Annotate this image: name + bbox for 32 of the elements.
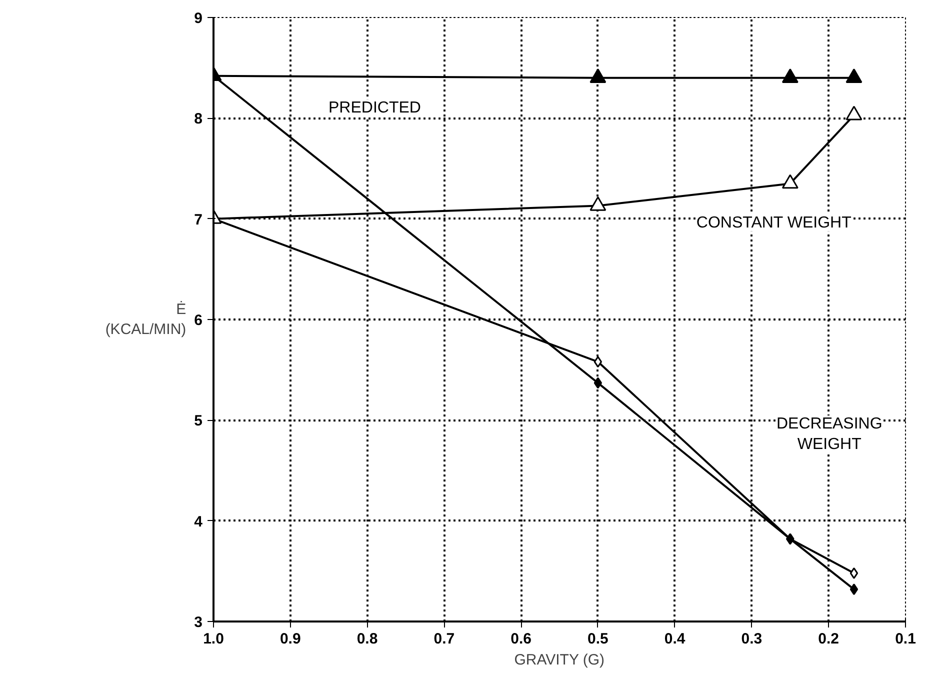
y-tick-label: 5 bbox=[194, 412, 202, 430]
x-tick-label: 0.7 bbox=[434, 630, 455, 648]
point bbox=[782, 174, 798, 189]
y-tick-label: 8 bbox=[194, 110, 202, 128]
y-axis-title: Ė (KCAL/MIN) bbox=[105, 300, 186, 338]
y-tick-label: 9 bbox=[194, 10, 202, 27]
x-tick-label: 0.4 bbox=[664, 630, 686, 648]
y-tick-label: 3 bbox=[194, 614, 202, 631]
x-axis-title: GRAVITY (G) bbox=[514, 652, 605, 668]
point bbox=[590, 68, 606, 83]
x-tick-label: 0.1 bbox=[895, 630, 916, 648]
y-tick-label: 7 bbox=[194, 211, 202, 228]
annotation: PREDICTED bbox=[328, 100, 421, 117]
point bbox=[846, 68, 862, 83]
x-tick-label: 0.9 bbox=[280, 630, 301, 648]
y-tick-label: 6 bbox=[194, 312, 202, 329]
x-tick-label: 1.0 bbox=[203, 630, 224, 648]
point bbox=[850, 584, 858, 596]
point bbox=[850, 567, 858, 579]
point bbox=[782, 68, 798, 83]
x-tick-label: 0.3 bbox=[741, 630, 762, 648]
x-tick-label: 0.8 bbox=[356, 630, 378, 648]
x-tick-label: 0.2 bbox=[818, 630, 840, 648]
point bbox=[846, 106, 862, 120]
x-tick-label: 0.6 bbox=[510, 630, 532, 648]
point bbox=[594, 356, 602, 368]
x-tick-label: 0.5 bbox=[588, 630, 608, 648]
annotation: DECREASING WEIGHT bbox=[776, 416, 882, 453]
point bbox=[594, 377, 602, 389]
annotation: CONSTANT WEIGHT bbox=[696, 214, 852, 232]
point bbox=[590, 196, 606, 211]
y-tick-label: 4 bbox=[194, 513, 204, 530]
